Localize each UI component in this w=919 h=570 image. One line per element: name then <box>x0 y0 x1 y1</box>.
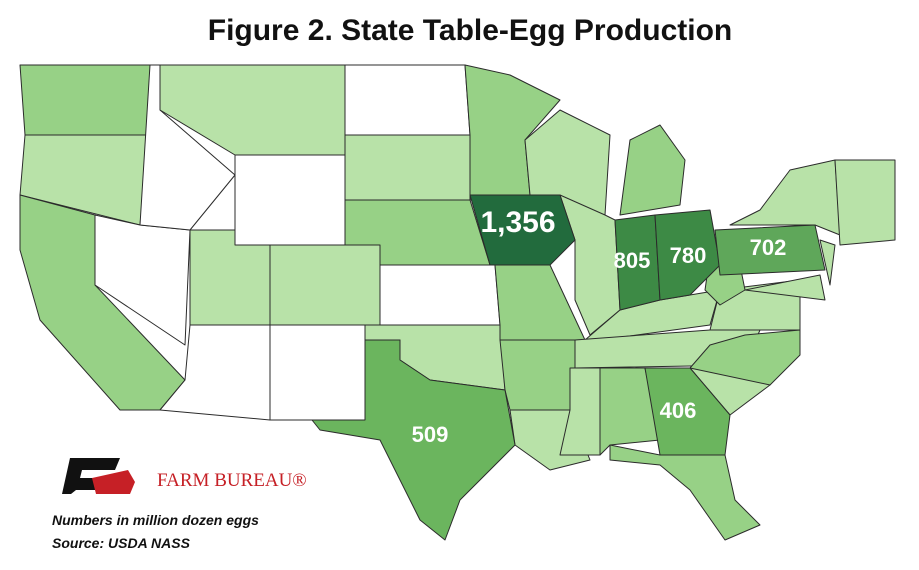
state <box>834 159 896 246</box>
state-map: 1,356 805 780 702 509 406 <box>19 64 896 541</box>
state <box>609 444 761 541</box>
value-label: 1,356 <box>480 206 555 239</box>
brand: FARM BUREAU® <box>157 470 307 491</box>
state <box>344 134 471 201</box>
state <box>379 264 501 326</box>
state <box>489 264 586 341</box>
title: Figure 2. State Table-Egg Production <box>208 14 733 47</box>
source: Source: USDA NASS <box>52 535 191 551</box>
state <box>559 367 601 456</box>
state <box>819 239 836 286</box>
note: Numbers in million dozen eggs <box>52 512 259 528</box>
state-value-region <box>654 209 721 301</box>
state <box>234 154 346 246</box>
state-value-region <box>311 339 516 541</box>
state-value-region <box>714 224 826 276</box>
logo: FARM BUREAU® <box>62 458 307 494</box>
logo-mark <box>92 470 135 494</box>
state <box>159 324 271 421</box>
state-value-region <box>644 367 731 456</box>
state-value-region <box>469 194 576 266</box>
state <box>499 339 581 411</box>
value-label: 780 <box>670 243 707 268</box>
state <box>744 274 826 301</box>
state <box>599 367 661 456</box>
state <box>729 159 841 236</box>
state <box>269 324 366 421</box>
state <box>269 244 381 326</box>
value-label: 805 <box>614 248 651 273</box>
value-label: 509 <box>412 422 449 447</box>
value-label: 406 <box>660 398 697 423</box>
state <box>94 214 191 346</box>
state <box>344 64 471 136</box>
state <box>619 124 686 216</box>
state <box>19 64 151 136</box>
value-label: 702 <box>750 235 787 260</box>
